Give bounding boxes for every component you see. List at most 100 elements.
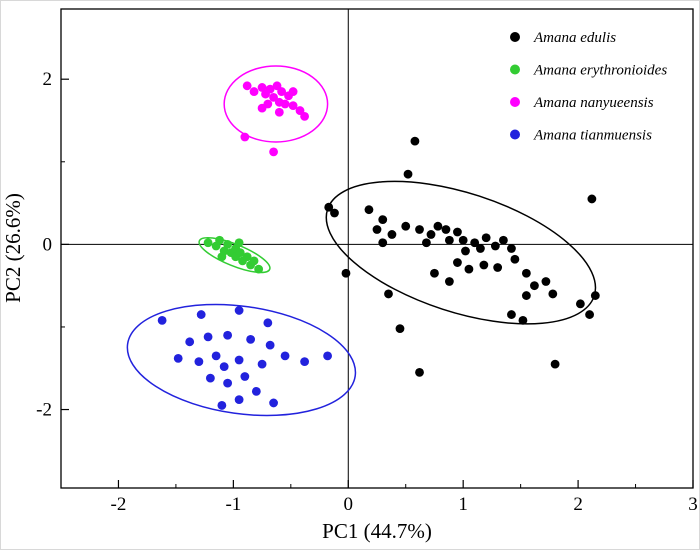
data-point-amana-nanyueensis xyxy=(288,87,298,96)
data-point-amana-edulis xyxy=(490,241,500,251)
data-point-amana-edulis xyxy=(453,227,462,237)
plot-frame xyxy=(60,8,694,489)
data-point-amana-edulis xyxy=(550,359,560,369)
cluster-ellipse-amana-tianmuensis xyxy=(126,303,357,417)
data-point-amana-edulis xyxy=(372,225,382,234)
data-point-amana-edulis xyxy=(461,246,470,256)
data-point-amana-tianmuensis xyxy=(251,386,261,396)
data-point-amana-edulis xyxy=(541,277,551,286)
x-axis-tick-label: 2 xyxy=(573,494,583,515)
legend-label-amana-tianmuensis: Amana tianmuensis xyxy=(533,128,652,144)
data-point-amana-nanyueensis xyxy=(242,81,252,91)
data-point-amana-nanyueensis xyxy=(269,92,278,102)
data-point-amana-edulis xyxy=(510,254,520,264)
data-point-amana-tianmuensis xyxy=(196,310,206,319)
legend-marker-amana-nanyueensis xyxy=(510,97,520,107)
data-point-amana-edulis xyxy=(530,281,539,291)
data-point-amana-erythronioides xyxy=(254,264,264,274)
legend-label-amana-edulis: Amana edulis xyxy=(533,30,616,46)
data-point-amana-tianmuensis xyxy=(234,306,244,315)
data-point-amana-erythronioides xyxy=(223,239,233,249)
data-point-amana-edulis xyxy=(499,235,508,245)
data-point-amana-edulis xyxy=(464,264,474,274)
data-point-amana-edulis xyxy=(444,277,454,286)
data-point-amana-edulis xyxy=(521,291,531,300)
data-point-amana-nanyueensis xyxy=(265,84,275,94)
data-point-amana-tianmuensis xyxy=(265,340,275,350)
data-point-amana-edulis xyxy=(387,230,397,239)
data-point-amana-nanyueensis xyxy=(288,101,298,111)
y-axis-tick-label: 2 xyxy=(43,69,53,90)
data-point-amana-tianmuensis xyxy=(257,359,267,369)
y-axis-tick-label: -2 xyxy=(36,400,52,421)
data-point-amana-tianmuensis xyxy=(185,337,195,347)
data-point-amana-tianmuensis xyxy=(234,395,244,405)
data-point-amana-edulis xyxy=(441,225,451,234)
data-point-amana-tianmuensis xyxy=(240,372,250,381)
data-point-amana-edulis xyxy=(324,202,334,212)
data-point-amana-tianmuensis xyxy=(194,357,204,367)
data-point-amana-erythronioides xyxy=(249,256,259,266)
data-point-amana-edulis xyxy=(575,299,585,309)
cluster-ellipse-amana-nanyueensis xyxy=(223,65,329,143)
x-axis-tick-label: 0 xyxy=(344,494,354,515)
data-point-amana-edulis xyxy=(410,136,420,146)
data-point-amana-edulis xyxy=(330,208,339,218)
x-axis-tick-label: -1 xyxy=(225,494,241,515)
data-point-amana-tianmuensis xyxy=(157,315,167,325)
data-point-amana-nanyueensis xyxy=(249,87,259,96)
legend-marker-amana-erythronioides xyxy=(510,64,520,75)
data-point-amana-edulis xyxy=(378,238,388,248)
data-point-amana-erythronioides xyxy=(217,252,227,262)
data-point-amana-nanyueensis xyxy=(300,111,310,121)
data-point-amana-nanyueensis xyxy=(269,147,278,157)
data-point-amana-edulis xyxy=(453,258,462,267)
data-point-amana-edulis xyxy=(422,238,431,248)
data-point-amana-erythronioides xyxy=(215,235,224,245)
data-point-amana-edulis xyxy=(364,205,374,215)
x-axis-tick-label: 3 xyxy=(688,494,698,515)
x-axis-tick-label: 1 xyxy=(458,494,468,515)
data-point-amana-tianmuensis xyxy=(223,378,233,388)
data-point-amana-tianmuensis xyxy=(280,351,290,361)
data-point-amana-tianmuensis xyxy=(219,362,229,371)
data-point-amana-tianmuensis xyxy=(263,318,273,328)
data-point-amana-tianmuensis xyxy=(223,330,233,340)
data-point-amana-edulis xyxy=(401,221,411,231)
data-point-amana-edulis xyxy=(507,244,516,253)
data-point-amana-erythronioides xyxy=(235,248,245,258)
data-point-amana-edulis xyxy=(585,310,594,319)
data-point-amana-nanyueensis xyxy=(257,103,267,113)
data-point-amana-edulis xyxy=(507,310,516,319)
data-point-amana-tianmuensis xyxy=(234,355,244,365)
data-point-amana-edulis xyxy=(587,194,597,204)
data-point-amana-tianmuensis xyxy=(205,373,215,383)
data-point-amana-tianmuensis xyxy=(173,353,183,363)
x-axis-title: PC1 (44.7%) xyxy=(322,519,432,543)
data-point-amana-edulis xyxy=(403,169,413,179)
data-point-amana-edulis xyxy=(430,268,439,278)
data-point-amana-edulis xyxy=(415,225,424,234)
data-point-amana-nanyueensis xyxy=(257,83,267,92)
legend-label-amana-nanyueensis: Amana nanyueensis xyxy=(533,95,654,111)
data-point-amana-edulis xyxy=(479,260,489,270)
data-point-amana-tianmuensis xyxy=(300,357,310,367)
data-point-amana-erythronioides xyxy=(234,238,244,248)
data-point-amana-erythronioides xyxy=(242,252,252,262)
y-axis-tick-label: 0 xyxy=(43,234,53,255)
data-point-amana-edulis xyxy=(521,268,531,278)
legend-marker-amana-tianmuensis xyxy=(510,129,520,140)
data-point-amana-edulis xyxy=(458,235,468,245)
data-point-amana-tianmuensis xyxy=(217,401,227,410)
plot-layers: -2 -1 0 1 2 3 -2 0 2 Amana edulis Amana erythronio… xyxy=(36,8,698,515)
legend-label-amana-erythronioides: Amana erythronioides xyxy=(533,63,667,79)
data-point-amana-edulis xyxy=(341,268,351,278)
data-point-amana-edulis xyxy=(481,233,491,243)
data-point-amana-edulis xyxy=(470,238,480,248)
data-point-amana-tianmuensis xyxy=(269,398,278,408)
data-point-amana-tianmuensis xyxy=(211,351,221,361)
data-point-amana-edulis xyxy=(590,291,600,300)
data-point-amana-nanyueensis xyxy=(240,132,250,142)
data-point-amana-edulis xyxy=(415,367,424,377)
